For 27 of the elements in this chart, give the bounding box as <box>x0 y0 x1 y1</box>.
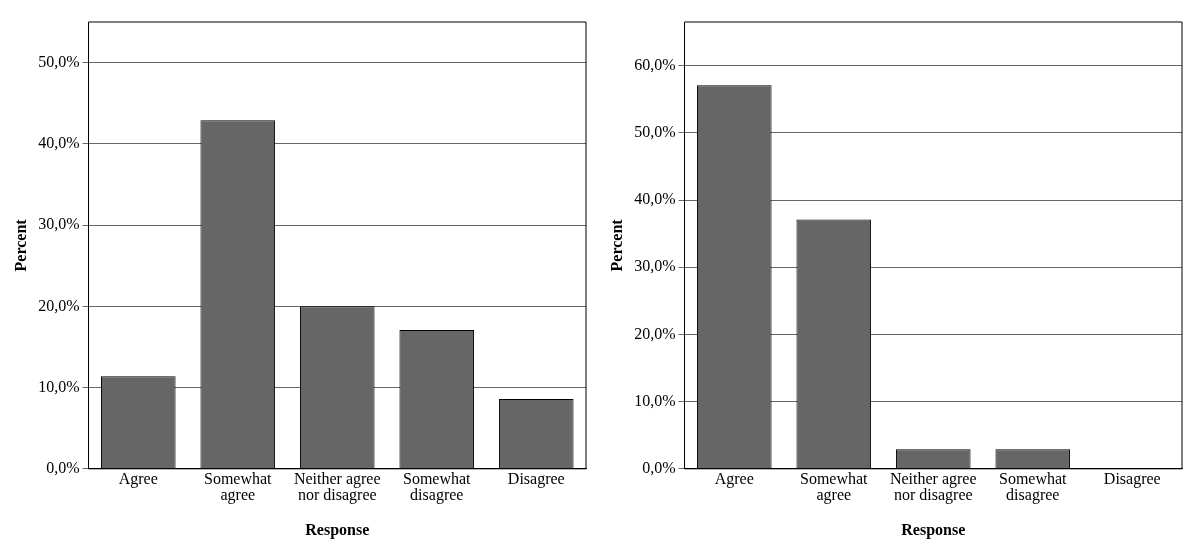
x-tick-label: Somewhat disagree <box>998 470 1068 504</box>
y-tick-label: 10,0% <box>634 391 676 409</box>
x-tick-label: Agree <box>118 470 158 488</box>
x-tick-label: Disagree <box>1103 470 1161 488</box>
y-tick-label: 30,0% <box>38 215 80 233</box>
y-tick-label: 20,0% <box>634 324 676 342</box>
x-tick-label: Neither agree nor disagree <box>293 470 381 504</box>
x-axis-title: Response <box>305 520 370 539</box>
y-axis-title: Percent <box>607 218 625 272</box>
y-tick-label: 40,0% <box>634 190 676 208</box>
x-tick-label: Disagree <box>507 470 565 488</box>
x-tick-label: Neither agree nor disagree <box>889 470 977 504</box>
y-tick-label: 0,0% <box>46 459 80 476</box>
y-tick-label: 50,0% <box>38 52 80 70</box>
y-tick-label: 0,0% <box>642 459 676 476</box>
y-tick-label: 60,0% <box>634 55 676 73</box>
y-axis-title: Percent <box>11 218 29 272</box>
x-axis-title: Response <box>901 520 966 539</box>
x-tick-label: Somewhat disagree <box>402 470 472 504</box>
y-tick-label: 40,0% <box>38 134 80 152</box>
x-tick-label: Somewhat agree <box>800 470 869 504</box>
x-tick-label: Agree <box>714 470 754 488</box>
y-tick-label: 20,0% <box>38 296 80 314</box>
y-tick-label: 50,0% <box>634 123 676 141</box>
y-tick-label: 10,0% <box>38 377 80 395</box>
x-tick-label: Somewhat agree <box>204 470 273 504</box>
y-tick-label: 30,0% <box>634 257 676 275</box>
